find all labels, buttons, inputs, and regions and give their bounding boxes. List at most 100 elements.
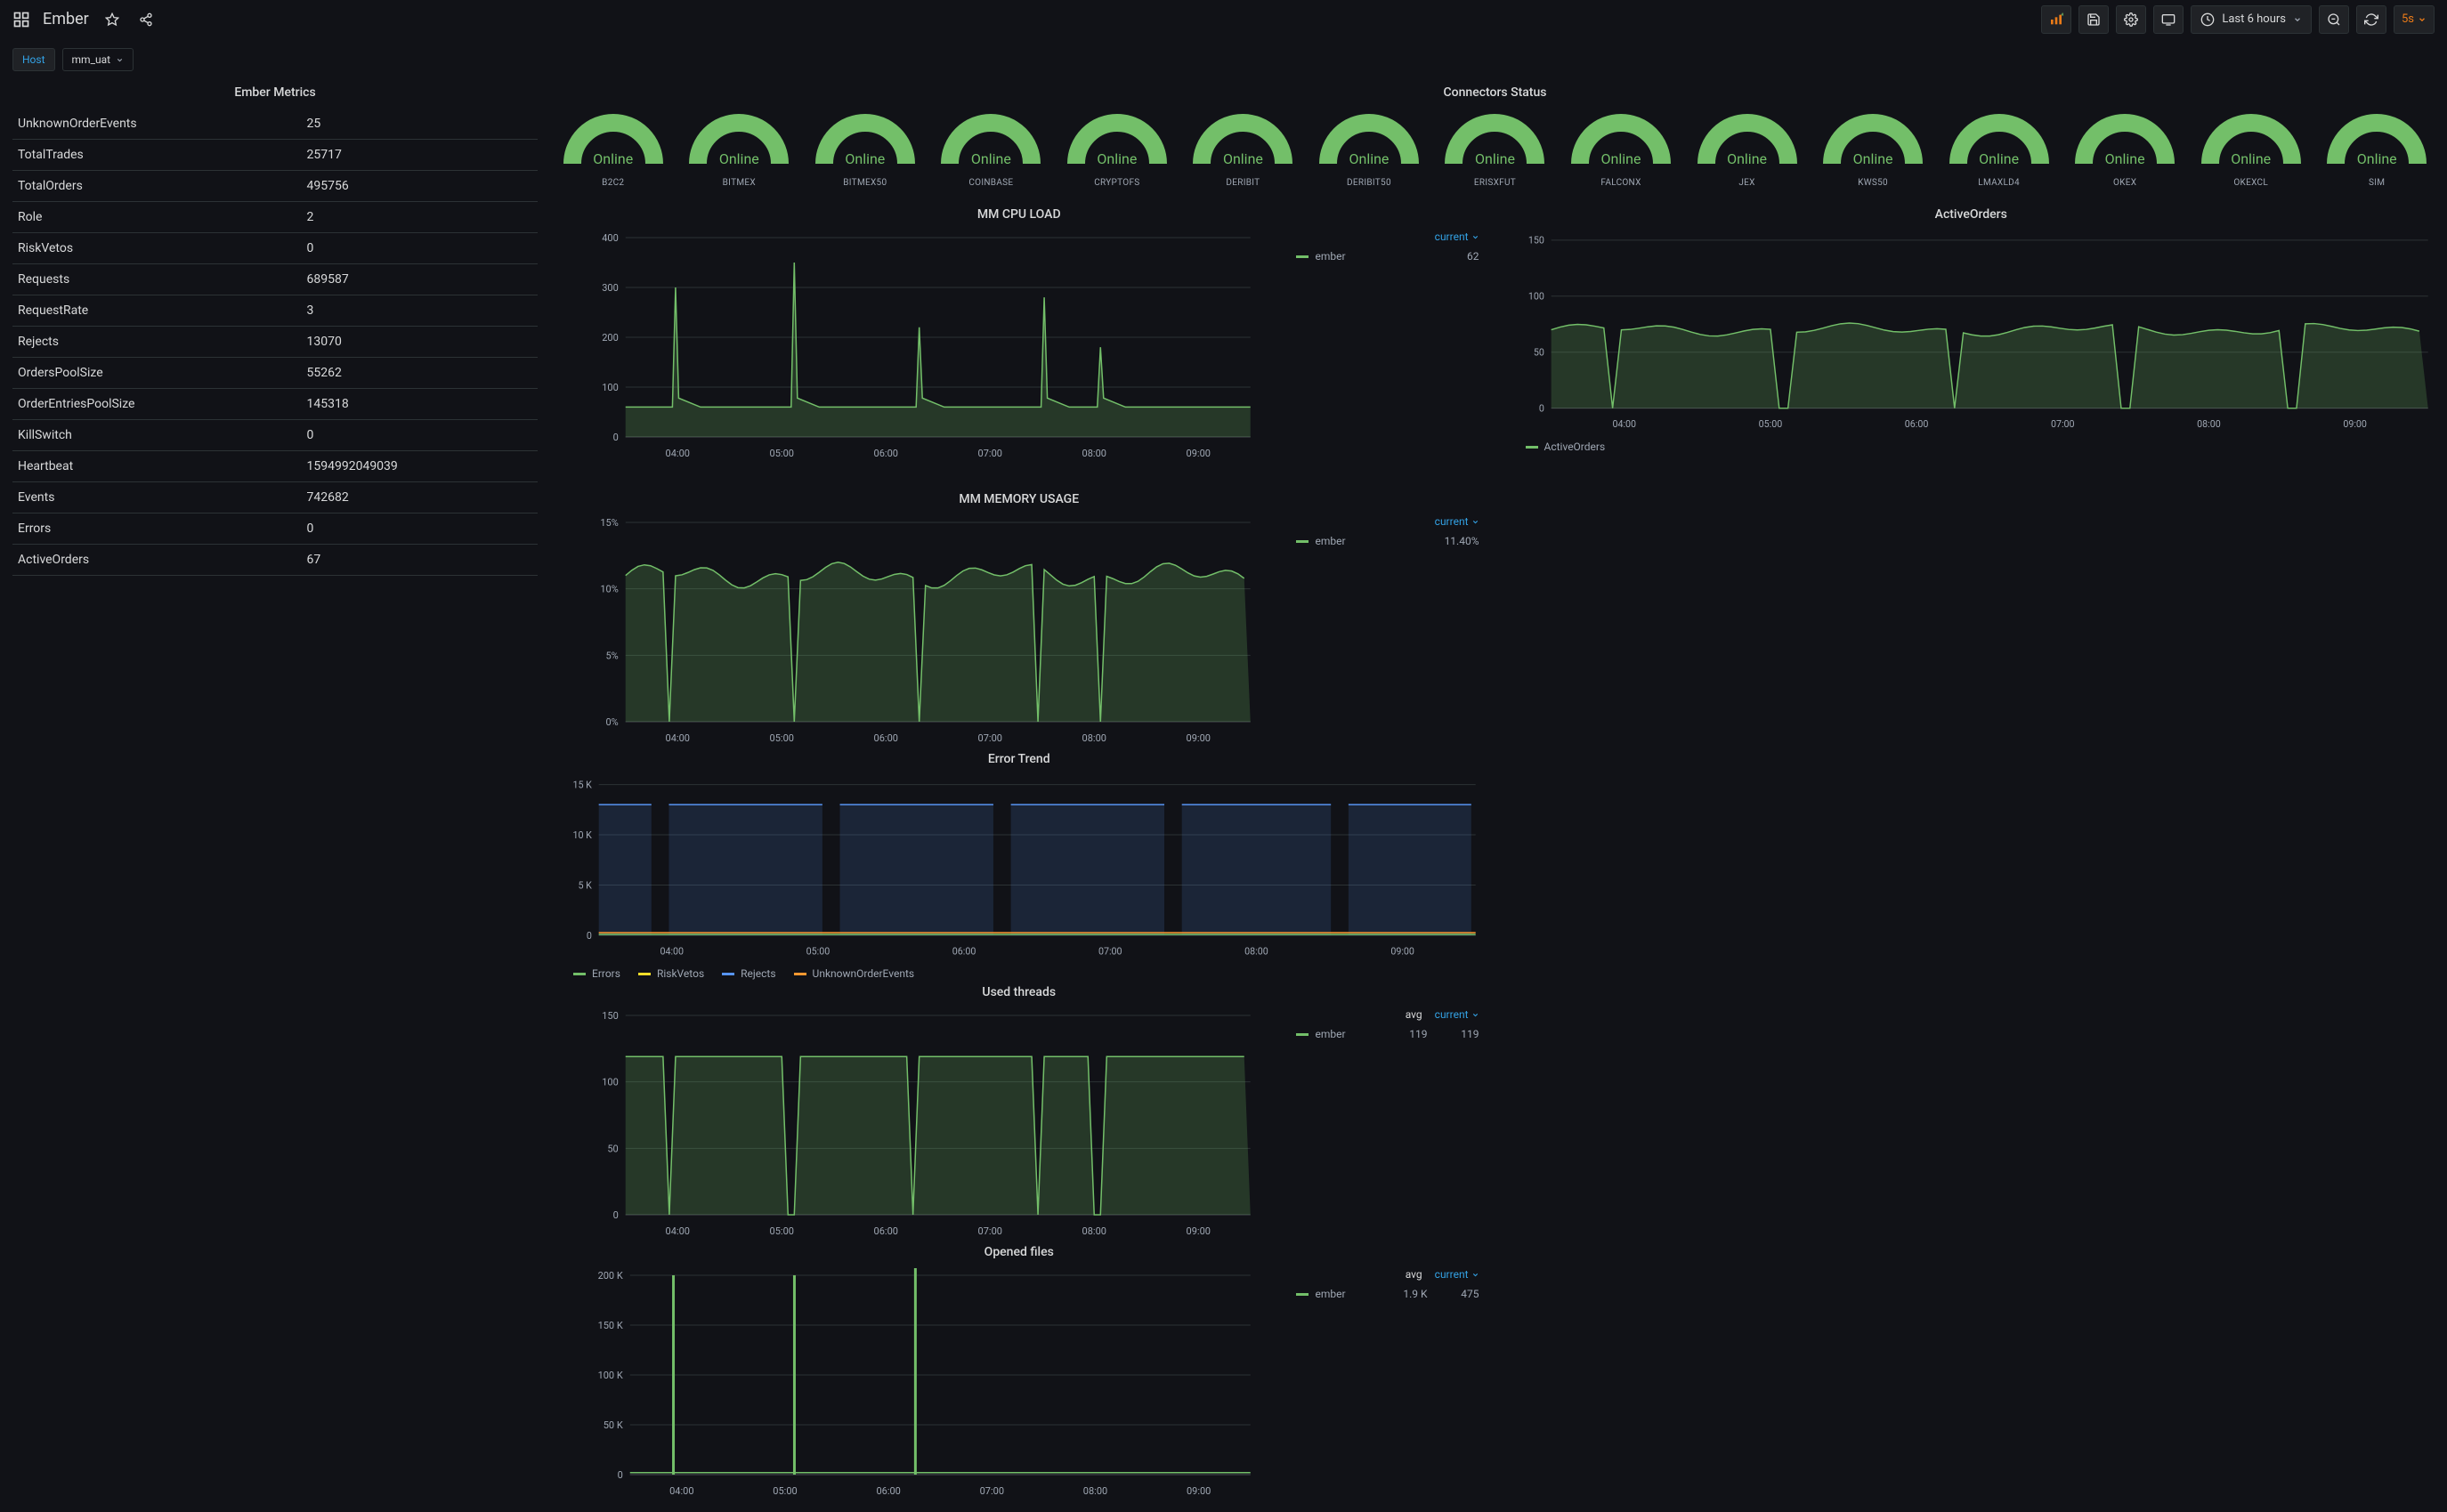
svg-text:15%: 15% xyxy=(600,517,618,529)
svg-text:150 K: 150 K xyxy=(598,1320,623,1331)
add-panel-button[interactable]: + xyxy=(2041,5,2071,34)
svg-text:07:00: 07:00 xyxy=(978,732,1002,744)
metric-name: OrdersPoolSize xyxy=(12,358,302,389)
table-row: Requests689587 xyxy=(12,264,538,295)
svg-text:200 K: 200 K xyxy=(598,1270,623,1282)
connector-gauge[interactable]: Online DERIBIT xyxy=(1186,114,1301,188)
metric-value: 25 xyxy=(302,109,539,140)
svg-text:100: 100 xyxy=(1527,291,1544,303)
panel-title: Used threads xyxy=(555,980,1483,1008)
svg-text:08:00: 08:00 xyxy=(1082,1225,1106,1237)
svg-text:08:00: 08:00 xyxy=(2197,418,2221,430)
active-orders-chart[interactable]: 05010015004:0005:0006:0007:0008:0009:00 xyxy=(1508,230,2435,435)
metric-name: ActiveOrders xyxy=(12,545,302,576)
connector-gauge[interactable]: Online SIM xyxy=(2319,114,2435,188)
metric-value: 1594992049039 xyxy=(302,451,539,482)
svg-text:100: 100 xyxy=(602,382,619,393)
variable-value: mm_uat xyxy=(72,53,111,66)
metric-value: 3 xyxy=(302,295,539,327)
opened-files-chart[interactable]: 050 K100 K150 K200 K04:0005:0006:0007:00… xyxy=(555,1268,1284,1500)
table-row: OrderEntriesPoolSize145318 xyxy=(12,389,538,420)
svg-text:10%: 10% xyxy=(600,584,618,595)
share-icon[interactable] xyxy=(135,5,157,34)
svg-text:06:00: 06:00 xyxy=(874,1225,898,1237)
star-icon[interactable] xyxy=(101,5,123,34)
save-button[interactable] xyxy=(2078,5,2109,34)
settings-button[interactable] xyxy=(2116,5,2146,34)
svg-text:08:00: 08:00 xyxy=(1244,945,1268,957)
connector-name: OKEXCL xyxy=(2233,178,2268,188)
svg-text:50: 50 xyxy=(1533,347,1544,359)
connector-gauge[interactable]: Online B2C2 xyxy=(555,114,671,188)
metric-name: Heartbeat xyxy=(12,451,302,482)
svg-text:100 K: 100 K xyxy=(598,1370,623,1381)
table-row: TotalTrades25717 xyxy=(12,140,538,171)
metric-name: TotalTrades xyxy=(12,140,302,171)
metric-value: 0 xyxy=(302,233,539,264)
connector-gauge[interactable]: Online BITMEX xyxy=(682,114,798,188)
svg-text:08:00: 08:00 xyxy=(1082,448,1106,459)
connector-gauge[interactable]: Online OKEX xyxy=(2067,114,2183,188)
svg-text:09:00: 09:00 xyxy=(1187,1225,1211,1237)
connector-gauge[interactable]: Online OKEXCL xyxy=(2193,114,2309,188)
svg-text:07:00: 07:00 xyxy=(978,1225,1002,1237)
svg-text:06:00: 06:00 xyxy=(874,732,898,744)
svg-text:06:00: 06:00 xyxy=(874,448,898,459)
refresh-button[interactable] xyxy=(2356,5,2386,34)
metric-name: Role xyxy=(12,202,302,233)
svg-text:07:00: 07:00 xyxy=(1098,945,1122,957)
connector-gauge[interactable]: Online ERISXFUT xyxy=(1438,114,1553,188)
connector-gauge[interactable]: Online CRYPTOFS xyxy=(1059,114,1175,188)
connector-gauge[interactable]: Online BITMEX50 xyxy=(807,114,923,188)
connector-name: ERISXFUT xyxy=(1474,178,1516,188)
legend-series: ember xyxy=(1316,1028,1346,1040)
legend-series: RiskVetos xyxy=(657,967,704,980)
zoom-out-button[interactable] xyxy=(2319,5,2349,34)
threads-chart[interactable]: 05010015004:0005:0006:0007:0008:0009:00 xyxy=(555,1008,1284,1240)
connector-gauge[interactable]: Online FALCONX xyxy=(1563,114,1679,188)
metric-name: RequestRate xyxy=(12,295,302,327)
refresh-interval-picker[interactable]: 5s xyxy=(2394,5,2435,34)
svg-text:05:00: 05:00 xyxy=(773,1485,797,1497)
cpu-legend: current ember62 xyxy=(1296,230,1483,462)
memory-chart[interactable]: 0%5%10%15%04:0005:0006:0007:0008:0009:00 xyxy=(555,515,1284,747)
dashboard-title[interactable]: Ember xyxy=(43,10,89,28)
svg-text:06:00: 06:00 xyxy=(1904,418,1928,430)
connector-name: DERIBIT xyxy=(1226,178,1260,188)
svg-text:10 K: 10 K xyxy=(573,829,593,841)
gauge-status: Online xyxy=(815,150,915,167)
variable-bar: Host mm_uat xyxy=(0,39,2447,80)
legend-value: 11.40% xyxy=(1445,535,1479,547)
svg-text:06:00: 06:00 xyxy=(876,1485,900,1497)
variable-select-host[interactable]: mm_uat xyxy=(62,48,134,71)
svg-text:04:00: 04:00 xyxy=(1612,418,1636,430)
tv-mode-button[interactable] xyxy=(2153,5,2184,34)
metric-name: Events xyxy=(12,482,302,513)
gauge-status: Online xyxy=(1193,150,1292,167)
table-row: RequestRate3 xyxy=(12,295,538,327)
cpu-chart[interactable]: 010020030040004:0005:0006:0007:0008:0009… xyxy=(555,230,1284,462)
error-trend-panel: Error Trend 05 K10 K15 K04:0005:0006:000… xyxy=(555,747,1483,980)
svg-text:0: 0 xyxy=(613,432,619,443)
variable-label-host: Host xyxy=(12,48,55,71)
connector-name: BITMEX50 xyxy=(843,178,887,188)
connector-gauge[interactable]: Online LMAXLD4 xyxy=(1941,114,2057,188)
connector-name: KWS50 xyxy=(1858,178,1888,188)
gauge-status: Online xyxy=(1949,150,2049,167)
table-row: Role2 xyxy=(12,202,538,233)
legend-value: 62 xyxy=(1467,250,1479,263)
svg-text:04:00: 04:00 xyxy=(669,1485,693,1497)
dashboard-grid-icon[interactable] xyxy=(12,11,30,28)
connector-gauge[interactable]: Online DERIBIT50 xyxy=(1311,114,1427,188)
connector-gauge[interactable]: Online KWS50 xyxy=(1815,114,1931,188)
table-row: RiskVetos0 xyxy=(12,233,538,264)
metric-name: Errors xyxy=(12,513,302,545)
connector-name: CRYPTOFS xyxy=(1094,178,1139,188)
connector-gauge[interactable]: Online JEX xyxy=(1689,114,1805,188)
connector-gauge[interactable]: Online COINBASE xyxy=(934,114,1049,188)
timerange-picker[interactable]: Last 6 hours xyxy=(2191,5,2312,34)
error-trend-chart[interactable]: 05 K10 K15 K04:0005:0006:0007:0008:0009:… xyxy=(555,775,1483,962)
mm-memory-usage-panel: MM MEMORY USAGE 0%5%10%15%04:0005:0006:0… xyxy=(555,487,1483,747)
gauge-status: Online xyxy=(1445,150,1544,167)
table-row: UnknownOrderEvents25 xyxy=(12,109,538,140)
